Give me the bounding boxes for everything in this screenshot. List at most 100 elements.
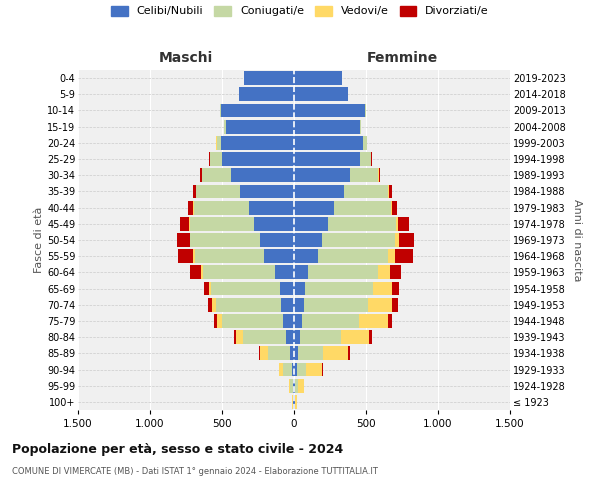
Bar xyxy=(294,200,334,214)
Bar xyxy=(268,346,290,360)
Bar xyxy=(221,136,294,149)
Bar xyxy=(391,200,392,214)
Bar xyxy=(188,200,193,214)
Bar xyxy=(360,152,371,166)
Bar xyxy=(328,217,395,230)
Bar xyxy=(296,362,307,376)
Bar xyxy=(211,282,280,296)
Bar xyxy=(298,346,323,360)
Bar xyxy=(201,266,203,280)
Bar xyxy=(209,152,210,166)
Bar xyxy=(395,217,398,230)
Bar xyxy=(240,184,294,198)
Bar xyxy=(293,379,294,392)
Bar xyxy=(250,200,294,214)
Bar xyxy=(305,282,373,296)
Bar xyxy=(395,233,398,247)
Bar xyxy=(193,250,194,263)
Bar xyxy=(204,282,209,296)
Bar xyxy=(368,298,392,312)
Bar xyxy=(379,266,389,280)
Text: COMUNE DI VIMERCATE (MB) - Dati ISTAT 1° gennaio 2024 - Elaborazione TUTTITALIA.: COMUNE DI VIMERCATE (MB) - Dati ISTAT 1°… xyxy=(12,468,378,476)
Bar xyxy=(300,330,341,344)
Bar xyxy=(222,314,283,328)
Bar xyxy=(295,379,298,392)
Bar xyxy=(341,330,369,344)
Bar xyxy=(392,282,400,296)
Bar xyxy=(344,184,388,198)
Bar xyxy=(220,104,221,118)
Bar xyxy=(294,298,304,312)
Bar xyxy=(359,120,361,134)
Bar xyxy=(260,346,268,360)
Bar xyxy=(389,266,401,280)
Bar xyxy=(214,314,217,328)
Bar xyxy=(290,346,294,360)
Bar xyxy=(244,71,294,85)
Bar xyxy=(379,168,380,182)
Bar xyxy=(334,200,391,214)
Bar xyxy=(294,282,305,296)
Bar xyxy=(283,362,292,376)
Bar xyxy=(190,233,260,247)
Bar xyxy=(216,298,281,312)
Bar xyxy=(293,395,294,409)
Bar xyxy=(294,314,302,328)
Bar xyxy=(363,136,367,149)
Bar xyxy=(230,168,294,182)
Bar xyxy=(307,362,322,376)
Bar xyxy=(281,298,294,312)
Bar xyxy=(388,314,392,328)
Bar xyxy=(289,379,290,392)
Bar xyxy=(294,346,298,360)
Bar xyxy=(211,152,222,166)
Bar xyxy=(359,314,388,328)
Bar xyxy=(193,184,196,198)
Bar xyxy=(294,330,300,344)
Bar xyxy=(322,362,323,376)
Bar xyxy=(302,314,359,328)
Y-axis label: Fasce di età: Fasce di età xyxy=(34,207,44,273)
Legend: Celibi/Nubili, Coniugati/e, Vedovi/e, Divorziati/e: Celibi/Nubili, Coniugati/e, Vedovi/e, Di… xyxy=(111,6,489,16)
Bar xyxy=(243,330,286,344)
Bar xyxy=(208,298,212,312)
Bar xyxy=(217,136,221,149)
Bar xyxy=(279,362,280,376)
Bar xyxy=(236,330,243,344)
Bar xyxy=(323,346,349,360)
Bar xyxy=(294,152,360,166)
Bar xyxy=(221,104,294,118)
Bar xyxy=(226,120,294,134)
Bar xyxy=(179,217,189,230)
Bar xyxy=(196,184,240,198)
Bar xyxy=(259,346,260,360)
Bar xyxy=(298,379,304,392)
Bar xyxy=(212,298,216,312)
Bar xyxy=(373,282,392,296)
Bar xyxy=(294,217,328,230)
Bar xyxy=(294,136,363,149)
Bar xyxy=(388,250,395,263)
Bar xyxy=(260,233,294,247)
Bar xyxy=(388,184,389,198)
Bar xyxy=(294,250,318,263)
Bar xyxy=(349,346,350,360)
Bar xyxy=(294,168,350,182)
Bar xyxy=(350,168,379,182)
Bar xyxy=(286,330,294,344)
Bar xyxy=(280,362,283,376)
Bar xyxy=(190,217,254,230)
Bar xyxy=(294,266,308,280)
Bar xyxy=(365,104,366,118)
Text: Popolazione per età, sesso e stato civile - 2024: Popolazione per età, sesso e stato civil… xyxy=(12,442,343,456)
Bar xyxy=(283,314,294,328)
Bar xyxy=(294,71,342,85)
Bar xyxy=(178,233,190,247)
Bar xyxy=(398,217,409,230)
Bar xyxy=(294,104,365,118)
Y-axis label: Anni di nascita: Anni di nascita xyxy=(572,198,583,281)
Bar xyxy=(209,282,211,296)
Bar xyxy=(294,379,295,392)
Bar xyxy=(294,88,348,101)
Bar xyxy=(264,250,294,263)
